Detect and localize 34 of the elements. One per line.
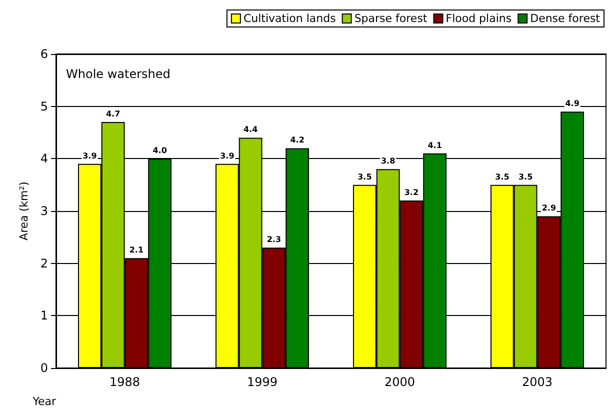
y-tick-label: 5 [40, 99, 48, 114]
data-label: 3.9 [82, 151, 98, 160]
legend-label: Sparse forest [354, 12, 428, 25]
x-tick-label: 1999 [246, 375, 278, 389]
data-label: 2.3 [266, 235, 282, 244]
data-label: 3.5 [518, 172, 534, 182]
y-tick-label: 1 [40, 308, 48, 323]
data-label: 3.5 [495, 172, 510, 182]
data-label: 4.9 [565, 99, 580, 108]
data-label: 2.1 [129, 246, 144, 255]
data-label: 4.4 [243, 125, 258, 134]
data-label: 3.8 [380, 156, 396, 166]
x-axis-title: Year [32, 395, 56, 408]
data-label: 4.1 [428, 140, 442, 150]
data-label: 4.2 [290, 136, 304, 145]
y-axis-title: Area (km²) [17, 182, 30, 240]
data-label: 4.7 [106, 110, 120, 119]
x-tick-label: 2003 [522, 375, 553, 389]
data-label: 3.5 [358, 172, 372, 182]
y-tick-label: 0 [40, 361, 48, 375]
data-label: 3.2 [404, 188, 419, 198]
data-label: 2.9 [542, 204, 556, 213]
legend-label: Flood plains [446, 12, 512, 25]
annotation: Whole watershed [66, 67, 170, 81]
y-tick-label: 4 [40, 152, 48, 166]
y-tick-label: 2 [40, 256, 48, 270]
x-tick-label: 2000 [384, 375, 416, 389]
legend-label: Cultivation lands [243, 12, 336, 25]
data-label: 4.0 [152, 146, 168, 156]
data-label: 3.9 [220, 151, 235, 160]
legend-label: Dense forest [530, 12, 601, 25]
y-tick-label: 6 [40, 47, 48, 61]
x-tick-label: 1988 [109, 375, 140, 389]
y-tick-label: 3 [40, 204, 48, 218]
